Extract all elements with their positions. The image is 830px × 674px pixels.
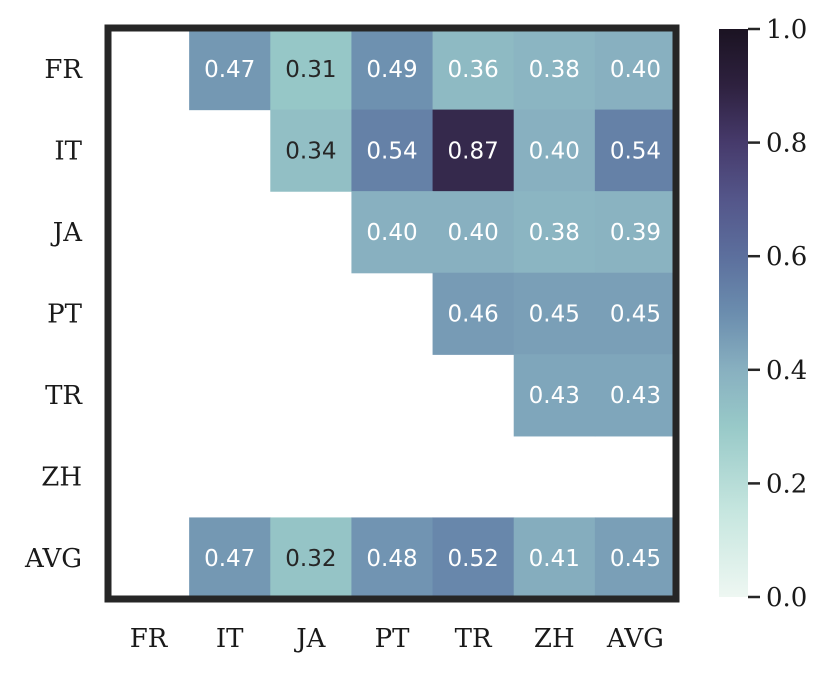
heatmap-cell-avg-ja [270,517,353,600]
x-axis-tick-labels: FR IT JA PT TR ZH AVG [130,624,664,654]
heatmap-cell-fr-avg [594,28,677,111]
cell-value-labels: 0.47 0.31 0.49 0.36 0.38 0.40 0.34 0.54 0.87 0.40… [204,57,661,572]
heatmap-cell-it-pt [351,109,434,192]
colorbar-tick-label: 0.6 [766,242,807,272]
x-tick-label: AVG [606,624,664,654]
cell-value-label: 0.54 [366,138,417,164]
heatmap-cell-pt-avg [594,272,677,355]
heatmap-cell-fr-tr [432,28,515,111]
colorbar-tick-label: 0.4 [766,356,807,386]
y-tick-label: PT [47,300,82,330]
heatmap-cell-ja-avg [594,191,677,274]
cell-value-label: 0.39 [610,220,661,246]
cell-value-label: 0.46 [448,302,499,328]
cell-value-label: 0.38 [529,57,580,83]
heatmap-cell-avg-tr [432,517,515,600]
heatmap-cell-it-ja [270,109,353,192]
y-tick-label: FR [44,55,83,85]
heatmap-cell-it-tr [432,109,515,192]
colorbar [719,29,748,597]
heatmap-cell-fr-ja [270,28,353,111]
heatmap-cell-tr-zh [513,354,596,437]
cell-value-label: 0.49 [366,57,417,83]
cell-value-label: 0.36 [448,57,499,83]
y-tick-label: IT [54,136,82,166]
cell-value-label: 0.31 [285,57,336,83]
colorbar-tick-label: 0.8 [766,129,807,159]
cell-value-label: 0.41 [529,546,580,572]
y-tick-label: AVG [24,544,82,574]
cell-value-label: 0.40 [366,220,417,246]
heatmap-cell-avg-it [189,517,271,600]
cell-value-label: 0.43 [610,383,661,409]
y-tick-label: JA [50,218,83,248]
cell-value-label: 0.47 [204,546,255,572]
heatmap-cell-avg-zh [513,517,596,600]
colorbar-tick-label: 0.2 [766,469,807,499]
heatmap-cell-it-avg [594,109,677,192]
heatmap-cell-pt-zh [513,272,596,355]
y-axis-tick-labels: FR IT JA PT TR ZH AVG [24,55,83,574]
colorbar-tick-label: 0.0 [766,583,807,613]
heatmap-cell-ja-pt [351,191,434,274]
x-tick-label: PT [375,624,410,654]
heatmap-cell-fr-zh [513,28,596,111]
cell-value-label: 0.87 [448,138,499,164]
x-tick-label: ZH [534,624,575,654]
heatmap-cell-ja-tr [432,191,515,274]
cell-value-label: 0.45 [610,546,661,572]
cell-value-label: 0.48 [366,546,417,572]
cell-value-label: 0.40 [448,220,499,246]
cell-value-label: 0.40 [610,57,661,83]
cell-value-label: 0.34 [285,138,336,164]
x-tick-label: TR [455,624,493,654]
y-tick-label: TR [45,381,83,411]
x-tick-label: IT [216,624,244,654]
heatmap-cell-avg-pt [351,517,434,600]
cell-value-label: 0.43 [529,383,580,409]
cell-value-label: 0.32 [285,546,336,572]
heatmap-cell-it-zh [513,109,596,192]
cell-value-label: 0.52 [448,546,499,572]
heatmap-cell-fr-pt [351,28,434,111]
colorbar-ticks: 0.0 0.2 0.4 0.6 0.8 1.0 [748,15,807,613]
heatmap-cell-ja-zh [513,191,596,274]
heatmap-cells [189,28,677,600]
cell-value-label: 0.45 [610,302,661,328]
cell-value-label: 0.47 [204,57,255,83]
cell-value-label: 0.40 [529,138,580,164]
heatmap-frame [104,24,680,603]
x-tick-label: JA [293,624,326,654]
heatmap-cell-fr-it [189,28,271,111]
y-tick-label: ZH [41,463,82,493]
heatmap-cell-tr-avg [594,354,677,437]
heatmap-cell-pt-tr [432,272,515,355]
cell-value-label: 0.38 [529,220,580,246]
cell-value-label: 0.54 [610,138,661,164]
heatmap-cell-avg-avg [594,517,677,600]
cell-value-label: 0.45 [529,302,580,328]
x-tick-label: FR [130,624,169,654]
colorbar-tick-label: 1.0 [766,15,807,45]
